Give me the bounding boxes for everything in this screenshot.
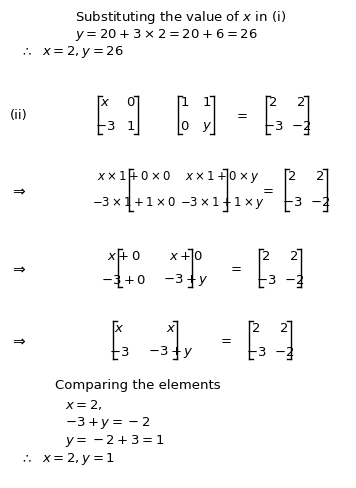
Text: (ii): (ii)	[10, 108, 28, 122]
Text: $=$: $=$	[218, 333, 232, 346]
Text: $x$: $x$	[166, 322, 176, 334]
Text: $\therefore$: $\therefore$	[20, 452, 32, 466]
Text: $-2$: $-2$	[284, 273, 304, 286]
Text: $y = 20 + 3 \times 2 = 20 + 6 = 26$: $y = 20 + 3 \times 2 = 20 + 6 = 26$	[75, 27, 258, 43]
Text: $2$: $2$	[287, 170, 297, 183]
Text: $x\times1+0\times y$: $x\times1+0\times y$	[185, 169, 259, 185]
Text: $-3$: $-3$	[282, 197, 302, 209]
Text: $-3+y$: $-3+y$	[148, 344, 194, 360]
Text: $-3+0$: $-3+0$	[101, 273, 147, 286]
Text: $\Rightarrow$: $\Rightarrow$	[10, 261, 27, 276]
Text: $-3$: $-3$	[263, 121, 283, 134]
Text: $-3+y$: $-3+y$	[163, 272, 209, 288]
Text: $=$: $=$	[228, 262, 242, 274]
Text: $\Rightarrow$: $\Rightarrow$	[10, 183, 27, 198]
Text: $-3$: $-3$	[109, 346, 129, 359]
Text: Comparing the elements: Comparing the elements	[55, 379, 221, 391]
Text: $x+0$: $x+0$	[169, 249, 203, 263]
Text: $2$: $2$	[315, 170, 325, 183]
Text: $-3\times1+1\times y$: $-3\times1+1\times y$	[180, 195, 264, 211]
Text: $1$: $1$	[180, 97, 190, 109]
Text: $-3$: $-3$	[95, 121, 115, 134]
Text: $0$: $0$	[180, 121, 190, 134]
Text: $x$: $x$	[100, 97, 110, 109]
Text: $y$: $y$	[202, 120, 212, 134]
Text: $-3$: $-3$	[256, 273, 276, 286]
Text: $-3\times1+1\times0$: $-3\times1+1\times0$	[92, 197, 176, 209]
Text: $\Rightarrow$: $\Rightarrow$	[10, 332, 27, 347]
Text: $x+0$: $x+0$	[107, 249, 141, 263]
Text: $0$: $0$	[126, 97, 136, 109]
Text: $x = 2,$: $x = 2,$	[65, 398, 103, 412]
Text: $x = 2, y = 26$: $x = 2, y = 26$	[42, 44, 124, 60]
Text: $-2$: $-2$	[274, 346, 294, 359]
Text: $2$: $2$	[268, 97, 278, 109]
Text: $x\times1+0\times0$: $x\times1+0\times0$	[97, 170, 171, 183]
Text: $2$: $2$	[289, 249, 299, 263]
Text: $2$: $2$	[251, 322, 261, 334]
Text: $y = -2 + 3 = 1$: $y = -2 + 3 = 1$	[65, 433, 164, 449]
Text: $1$: $1$	[126, 121, 136, 134]
Text: $-3$: $-3$	[246, 346, 266, 359]
Text: $=$: $=$	[234, 108, 248, 122]
Text: $\therefore$: $\therefore$	[20, 45, 32, 59]
Text: $1$: $1$	[202, 97, 211, 109]
Text: $=$: $=$	[260, 183, 274, 197]
Text: $-3 + y = -2$: $-3 + y = -2$	[65, 415, 150, 431]
Text: $2$: $2$	[279, 322, 289, 334]
Text: $x = 2, y = 1$: $x = 2, y = 1$	[42, 451, 115, 467]
Text: Substituting the value of $x$ in (i): Substituting the value of $x$ in (i)	[75, 9, 286, 26]
Text: $-2$: $-2$	[310, 197, 330, 209]
Text: $-2$: $-2$	[291, 121, 311, 134]
Text: $2$: $2$	[261, 249, 271, 263]
Text: $x$: $x$	[114, 322, 124, 334]
Text: $2$: $2$	[297, 97, 305, 109]
